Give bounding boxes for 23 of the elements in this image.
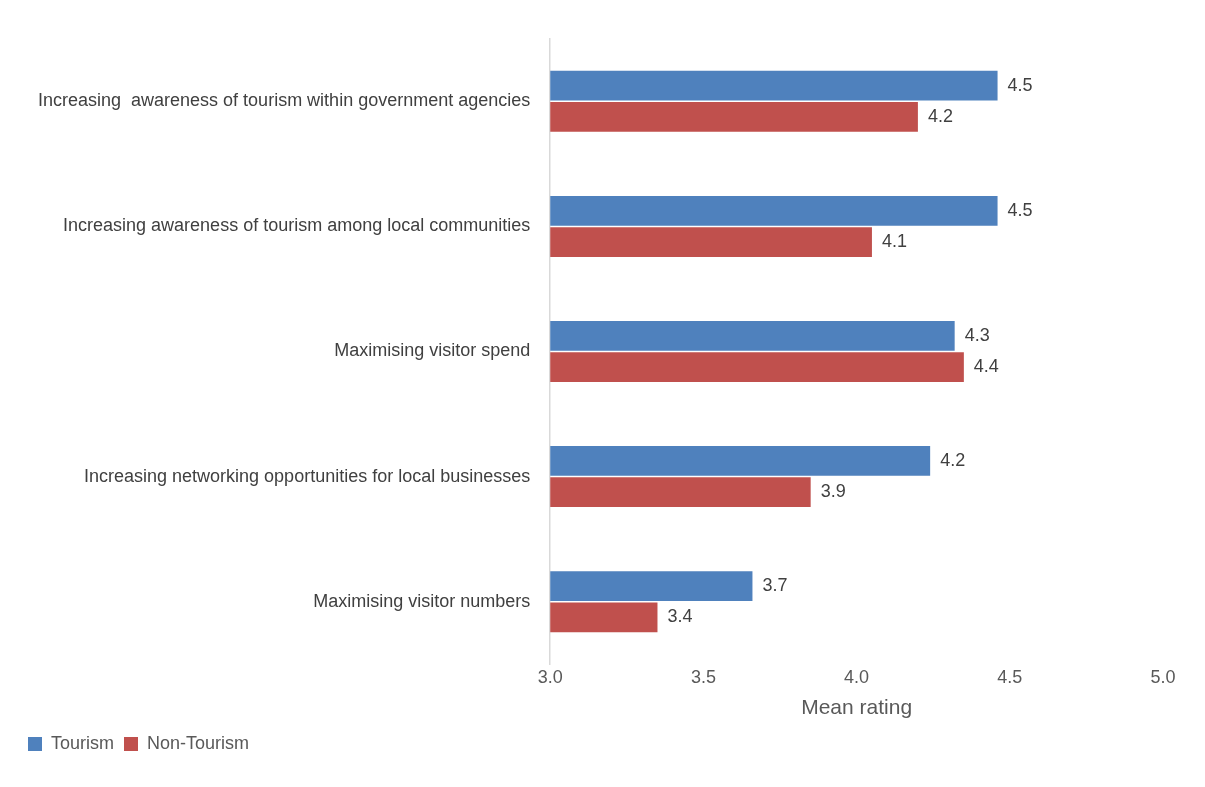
y-tick-label: Maximising visitor numbers xyxy=(313,590,531,611)
x-tick-label: 4.0 xyxy=(844,666,870,687)
data-label: 3.4 xyxy=(667,606,693,627)
data-label: 4.2 xyxy=(927,105,953,126)
y-tick-label: Increasing networking opportunities for local businesses xyxy=(84,465,531,486)
x-axis-title: Mean rating xyxy=(801,695,913,719)
data-label: 4.2 xyxy=(940,449,966,470)
x-tick-label: 5.0 xyxy=(1150,666,1176,687)
y-tick-label: Maximising visitor spend xyxy=(334,340,531,361)
x-tick-label: 3.5 xyxy=(690,666,716,687)
x-tick-label: 4.5 xyxy=(997,666,1023,687)
legend-label: Tourism xyxy=(51,732,115,753)
data-label: 3.9 xyxy=(820,481,846,502)
data-label: 4.4 xyxy=(973,356,999,377)
data-label: 3.7 xyxy=(762,574,788,595)
x-tick-label: 3.0 xyxy=(537,666,563,687)
data-label: 4.5 xyxy=(1007,199,1033,220)
legend-label: Non-Tourism xyxy=(147,732,250,753)
y-tick-label: Increasing awareness of tourism among local communities xyxy=(63,215,531,236)
y-tick-label: Increasing awareness of tourism within government agencies xyxy=(38,90,531,111)
data-label: 4.1 xyxy=(881,231,907,252)
data-label: 4.5 xyxy=(1007,74,1033,95)
data-label: 4.3 xyxy=(964,324,990,345)
